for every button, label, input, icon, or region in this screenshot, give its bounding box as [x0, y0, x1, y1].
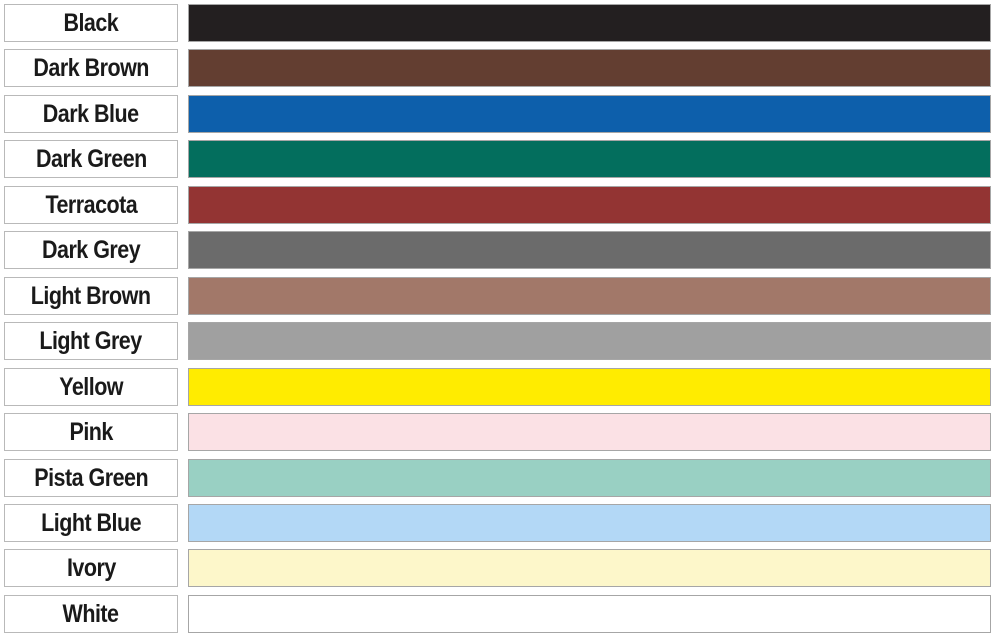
color-label: White: [63, 599, 119, 628]
color-label: Light Brown: [31, 281, 151, 310]
color-label-box: Pink: [4, 413, 178, 451]
color-label: Dark Green: [35, 144, 147, 173]
color-label-box: Pista Green: [4, 459, 178, 497]
color-swatch: [188, 368, 991, 406]
color-label: Dark Grey: [41, 235, 141, 264]
color-label: Black: [63, 8, 119, 37]
color-label-box: Black: [4, 4, 178, 42]
color-label-box: Dark Brown: [4, 49, 178, 87]
color-swatch: [188, 95, 991, 133]
color-row-white: White: [0, 595, 994, 635]
color-label-box: Light Blue: [4, 504, 178, 542]
color-row-dark-green: Dark Green: [0, 140, 994, 180]
color-label-box: Dark Green: [4, 140, 178, 178]
color-row-light-blue: Light Blue: [0, 504, 994, 544]
color-row-black: Black: [0, 4, 994, 44]
color-label-box: White: [4, 595, 178, 633]
color-label-box: Terracota: [4, 186, 178, 224]
color-row-light-brown: Light Brown: [0, 277, 994, 317]
color-row-dark-grey: Dark Grey: [0, 231, 994, 271]
color-swatch: [188, 140, 991, 178]
color-row-yellow: Yellow: [0, 368, 994, 408]
color-swatch: [188, 186, 991, 224]
color-label-box: Dark Blue: [4, 95, 178, 133]
color-label-box: Light Brown: [4, 277, 178, 315]
color-swatch: [188, 49, 991, 87]
color-label-box: Light Grey: [4, 322, 178, 360]
color-swatch: [188, 322, 991, 360]
color-swatch: [188, 4, 991, 42]
color-label-box: Ivory: [4, 549, 178, 587]
color-label: Dark Blue: [43, 99, 139, 128]
color-row-dark-blue: Dark Blue: [0, 95, 994, 135]
color-label: Yellow: [59, 372, 123, 401]
color-label: Pista Green: [34, 463, 148, 492]
color-row-dark-brown: Dark Brown: [0, 49, 994, 89]
color-swatch: [188, 549, 991, 587]
color-label-box: Dark Grey: [4, 231, 178, 269]
color-label: Terracota: [45, 190, 137, 219]
color-swatch: [188, 277, 991, 315]
color-swatch: [188, 231, 991, 269]
color-label: Light Grey: [39, 326, 143, 355]
color-label-box: Yellow: [4, 368, 178, 406]
color-label: Ivory: [66, 553, 116, 582]
color-row-light-grey: Light Grey: [0, 322, 994, 362]
color-label: Pink: [69, 417, 113, 446]
color-swatch: [188, 504, 991, 542]
color-label: Dark Brown: [33, 53, 149, 82]
color-swatch: [188, 595, 991, 633]
color-row-terracota: Terracota: [0, 186, 994, 226]
color-swatch: [188, 413, 991, 451]
color-row-pink: Pink: [0, 413, 994, 453]
color-row-pista-green: Pista Green: [0, 459, 994, 499]
color-row-ivory: Ivory: [0, 549, 994, 589]
color-label: Light Blue: [41, 508, 141, 537]
color-swatch: [188, 459, 991, 497]
